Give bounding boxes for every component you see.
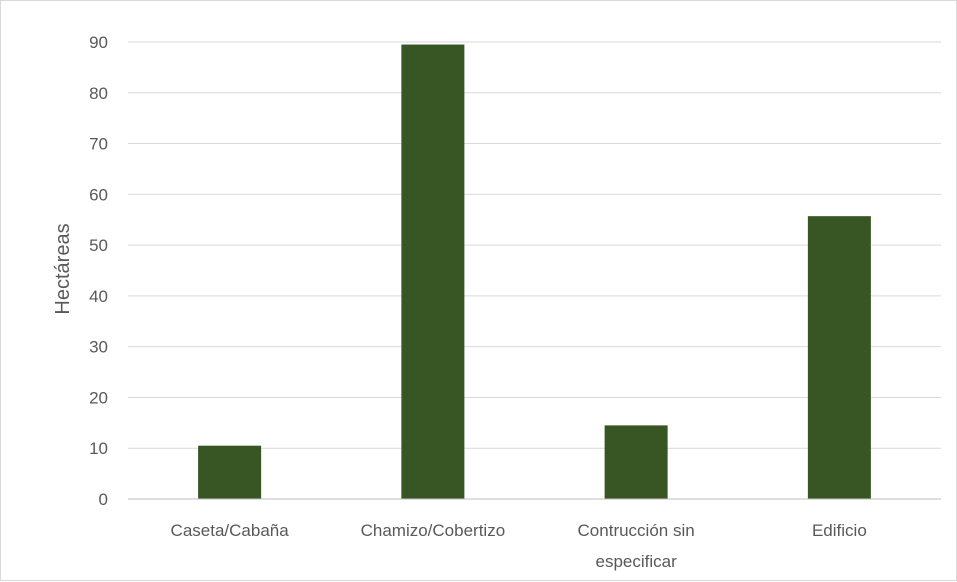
x-category-label: Edificio [812,521,867,540]
gridlines [128,41,941,449]
bar [604,425,668,499]
x-category-label: Contrucción sin especificar [578,521,695,571]
x-category-label: Chamizo/Cobertizo [361,521,506,540]
y-tick-label: 40 [89,287,108,306]
y-tick-label: 50 [89,236,108,255]
bar [198,445,262,499]
y-tick-label: 90 [89,33,108,52]
y-axis-ticks: 0 10 20 30 40 50 60 70 80 90 [89,33,108,509]
x-category-label-line: Edificio [812,521,867,540]
x-category-label: Caseta/Cabaña [171,521,290,540]
y-tick-label: 80 [89,84,108,103]
x-category-label-line: Chamizo/Cobertizo [361,521,506,540]
x-axis-labels: Caseta/Cabaña Chamizo/Cobertizo Contrucció… [171,521,867,571]
x-category-label-line: especificar [595,552,677,571]
y-tick-label: 10 [89,439,108,458]
y-tick-label: 0 [99,490,108,509]
bar [807,216,871,499]
y-tick-label: 70 [89,135,108,154]
bar [401,44,465,500]
x-category-label-line: Contrucción sin [578,521,695,540]
y-tick-label: 20 [89,388,108,407]
y-tick-label: 30 [89,338,108,357]
y-axis-title: Hectáreas [52,223,74,314]
y-tick-label: 60 [89,185,108,204]
x-category-label-line: Caseta/Cabaña [171,521,290,540]
bars [198,44,871,500]
